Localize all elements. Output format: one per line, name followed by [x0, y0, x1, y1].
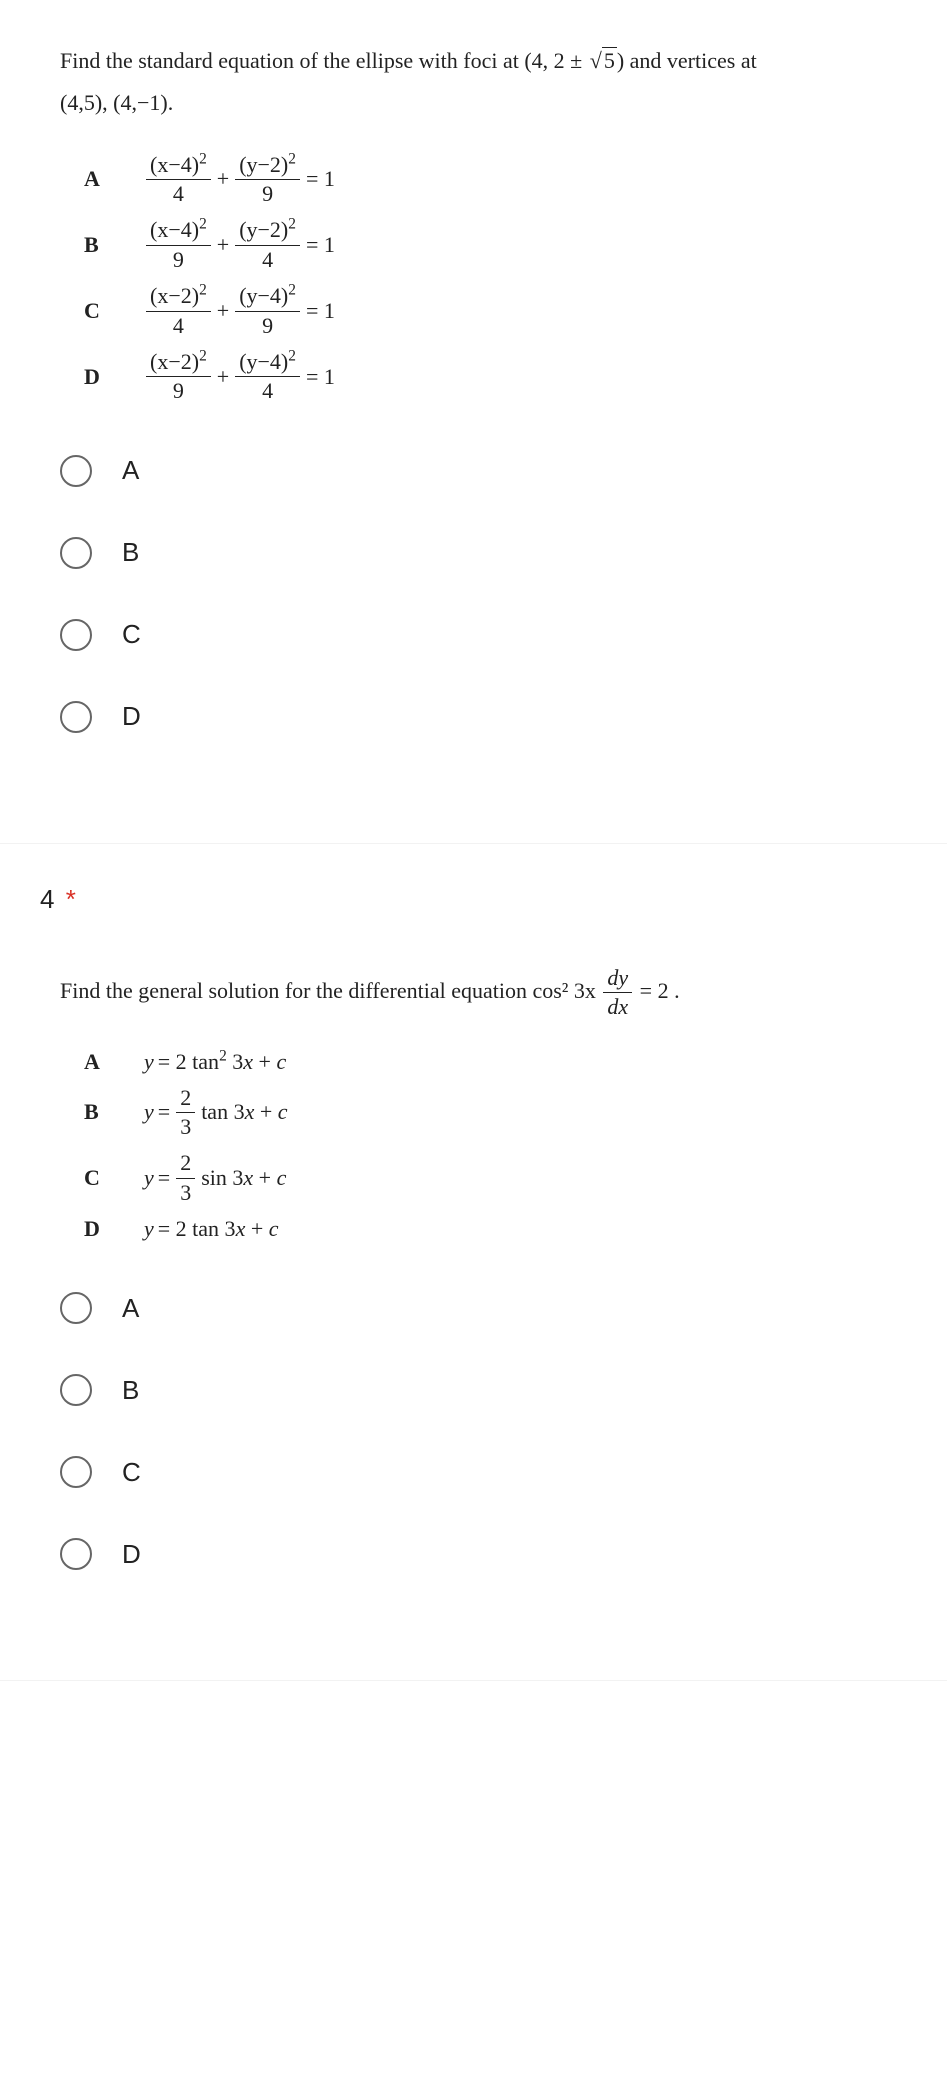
question-4-choices: A y = 2 tan2 3x + c B y = 23 tan 3x + c …	[84, 1049, 887, 1243]
radio-label: C	[122, 619, 141, 650]
choice-d: D y = 2 tan 3x + c	[84, 1216, 887, 1242]
radio-label: C	[122, 1457, 141, 1488]
radio-option-a[interactable]: A	[60, 455, 887, 487]
question-3-prompt: Find the standard equation of the ellips…	[60, 40, 887, 124]
choice-a: A y = 2 tan2 3x + c	[84, 1049, 887, 1075]
radio-label: A	[122, 455, 139, 486]
prompt-text: and vertices at	[630, 48, 757, 73]
radio-option-c[interactable]: C	[60, 619, 887, 651]
radio-icon	[60, 701, 92, 733]
choice-c-math: (x−2)24 + (y−4)29 = 1	[144, 283, 335, 339]
choice-c: C y = 23 sin 3x + c	[84, 1150, 887, 1206]
radio-option-d[interactable]: D	[60, 701, 887, 733]
radio-label: B	[122, 1375, 139, 1406]
question-4: Find the general solution for the differ…	[0, 925, 947, 1681]
choice-a: A (x−4)24 + (y−2)29 = 1	[84, 152, 887, 208]
choice-d-math: (x−2)29 + (y−4)24 = 1	[144, 349, 335, 405]
radio-label: D	[122, 1539, 141, 1570]
eqn-lhs: cos² 3x	[532, 978, 595, 1003]
question-4-header: 4 *	[0, 844, 947, 925]
radio-option-d[interactable]: D	[60, 1538, 887, 1570]
radio-icon	[60, 1456, 92, 1488]
choice-a-math: y = 2 tan2 3x + c	[144, 1049, 286, 1075]
choice-b: B y = 23 tan 3x + c	[84, 1085, 887, 1141]
radio-icon	[60, 619, 92, 651]
question-4-prompt: Find the general solution for the differ…	[60, 965, 887, 1021]
choice-b-math: y = 23 tan 3x + c	[144, 1085, 288, 1141]
question-3-choices: A (x−4)24 + (y−2)29 = 1 B (x−4)29 + (y−2…	[84, 152, 887, 405]
choice-letter: C	[84, 1165, 144, 1191]
question-4-radios: A B C D	[60, 1292, 887, 1570]
choice-letter: C	[84, 298, 144, 324]
choice-b: B (x−4)29 + (y−2)24 = 1	[84, 217, 887, 273]
radio-label: A	[122, 1293, 139, 1324]
question-3-radios: A B C D	[60, 455, 887, 733]
radio-option-b[interactable]: B	[60, 537, 887, 569]
choice-b-math: (x−4)29 + (y−2)24 = 1	[144, 217, 335, 273]
choice-d-math: y = 2 tan 3x + c	[144, 1216, 279, 1242]
prompt-text: Find the general solution for the differ…	[60, 978, 532, 1003]
choice-d: D (x−2)29 + (y−4)24 = 1	[84, 349, 887, 405]
question-number: 4	[40, 884, 54, 914]
prompt-text: Find the standard equation of the ellips…	[60, 48, 524, 73]
vertices-expr: (4,5), (4,−1).	[60, 90, 173, 115]
radio-icon	[60, 455, 92, 487]
choice-letter: A	[84, 166, 144, 192]
radio-option-c[interactable]: C	[60, 1456, 887, 1488]
radio-option-b[interactable]: B	[60, 1374, 887, 1406]
radio-icon	[60, 1374, 92, 1406]
radio-label: D	[122, 701, 141, 732]
choice-c: C (x−2)24 + (y−4)29 = 1	[84, 283, 887, 339]
choice-c-math: y = 23 sin 3x + c	[144, 1150, 286, 1206]
choice-letter: B	[84, 232, 144, 258]
radio-icon	[60, 1292, 92, 1324]
radio-icon	[60, 537, 92, 569]
eqn-frac: dy dx	[603, 965, 632, 1021]
choice-letter: A	[84, 1049, 144, 1075]
choice-letter: B	[84, 1099, 144, 1125]
radio-option-a[interactable]: A	[60, 1292, 887, 1324]
choice-a-math: (x−4)24 + (y−2)29 = 1	[144, 152, 335, 208]
eqn-rhs: = 2 .	[640, 978, 680, 1003]
question-3: Find the standard equation of the ellips…	[0, 0, 947, 844]
required-star-icon: *	[66, 884, 76, 914]
choice-letter: D	[84, 1216, 144, 1242]
radio-icon	[60, 1538, 92, 1570]
foci-expr: (4, 2 ± 5)	[524, 48, 624, 73]
choice-letter: D	[84, 364, 144, 390]
radio-label: B	[122, 537, 139, 568]
